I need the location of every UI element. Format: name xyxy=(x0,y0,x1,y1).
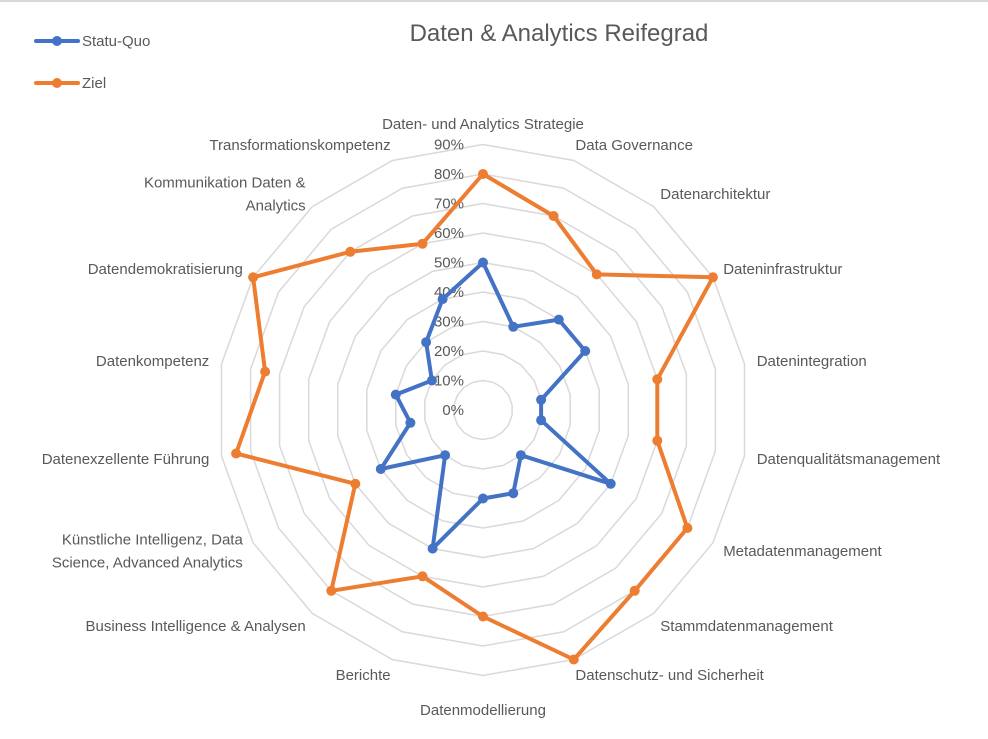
tick-label: 60% xyxy=(434,225,464,242)
category-label: Datendemokratisierung xyxy=(88,261,243,278)
data-point-marker[interactable] xyxy=(707,272,718,283)
data-point-marker[interactable] xyxy=(536,394,547,405)
radial-axis-ticks: 0%10%20%30%40%50%60%70%80%90% xyxy=(434,137,464,420)
data-point-marker[interactable] xyxy=(417,238,428,249)
data-point-marker[interactable] xyxy=(568,654,579,665)
data-point-marker[interactable] xyxy=(629,585,640,596)
category-label: Stammdatenmanagement xyxy=(660,618,833,635)
data-point-marker[interactable] xyxy=(536,415,547,426)
data-point-marker[interactable] xyxy=(478,493,488,504)
data-point-marker[interactable] xyxy=(508,321,519,332)
data-point-marker[interactable] xyxy=(437,294,448,305)
category-label: Datenschutz- und Sicherheit xyxy=(575,667,764,684)
data-point-marker[interactable] xyxy=(390,389,401,400)
data-point-marker[interactable] xyxy=(478,611,488,622)
category-label: Transformationskompetenz xyxy=(209,137,390,154)
category-label: Business Intelligence & Analysen xyxy=(86,618,306,635)
category-label: Metadatenmanagement xyxy=(723,543,882,560)
category-label: Dateninfrastruktur xyxy=(723,261,842,278)
grid-ring xyxy=(336,261,630,559)
series-statu-quo[interactable] xyxy=(375,257,616,554)
series-ziel[interactable] xyxy=(231,169,718,665)
data-point-marker[interactable] xyxy=(260,366,271,377)
data-point-marker[interactable] xyxy=(682,523,693,533)
legend-marker-icon xyxy=(34,36,80,46)
data-point-marker[interactable] xyxy=(440,450,451,461)
data-point-marker[interactable] xyxy=(375,464,386,474)
radar-grid xyxy=(220,143,746,677)
data-point-marker[interactable] xyxy=(652,374,663,385)
category-label: Data Governance xyxy=(575,137,693,154)
tick-label: 80% xyxy=(434,166,464,183)
data-point-marker[interactable] xyxy=(515,450,526,461)
category-label: Datenkompetenz xyxy=(96,353,209,370)
data-point-marker[interactable] xyxy=(478,257,488,268)
data-point-marker[interactable] xyxy=(326,585,337,596)
chart-title: Daten & Analytics Reifegrad xyxy=(409,20,709,47)
category-label: Datenarchitektur xyxy=(660,186,770,203)
data-point-marker[interactable] xyxy=(605,478,616,489)
legend-label: Ziel xyxy=(82,74,107,92)
data-point-marker[interactable] xyxy=(652,435,663,446)
category-label: Datenqualitätsmanagement xyxy=(757,451,941,468)
category-label: Berichte xyxy=(336,667,391,684)
category-label: Daten- und Analytics Strategie xyxy=(382,116,584,133)
data-point-marker[interactable] xyxy=(553,314,564,325)
category-label: Datenexzellente Führung xyxy=(42,451,210,468)
grid-ring xyxy=(220,143,746,677)
data-point-marker[interactable] xyxy=(580,346,591,356)
data-point-marker[interactable] xyxy=(345,246,356,257)
tick-label: 10% xyxy=(434,373,464,390)
data-point-marker[interactable] xyxy=(350,478,361,489)
legend-item-statu-quo[interactable]: Statu-Quo xyxy=(34,28,150,54)
legend-label: Statu-Quo xyxy=(82,32,151,50)
series-line xyxy=(234,172,715,662)
grid-ring xyxy=(395,320,571,500)
grid-ring xyxy=(307,232,659,588)
data-point-marker[interactable] xyxy=(591,269,602,280)
legend-marker-icon xyxy=(34,78,80,88)
data-point-marker[interactable] xyxy=(508,488,519,499)
category-label: Datenmodellierung xyxy=(420,702,546,719)
category-labels: Daten- und Analytics Strategie Data Gover… xyxy=(42,116,941,719)
tick-label: 70% xyxy=(434,196,464,213)
data-point-marker[interactable] xyxy=(248,272,259,283)
tick-label: 20% xyxy=(434,343,464,360)
data-point-marker[interactable] xyxy=(427,543,438,554)
data-point-marker[interactable] xyxy=(421,337,432,348)
tick-label: 50% xyxy=(434,255,464,272)
legend-item-ziel[interactable]: Ziel xyxy=(34,70,150,96)
data-point-marker[interactable] xyxy=(478,169,488,179)
tick-label: 30% xyxy=(434,314,464,331)
category-label: Künstliche Intelligenz, Data Science, Adv… xyxy=(52,532,244,572)
grid-ring xyxy=(453,379,513,441)
category-label: Datenintegration xyxy=(757,353,867,370)
grid-ring xyxy=(249,173,717,647)
data-point-marker[interactable] xyxy=(231,448,242,459)
top-border xyxy=(0,0,988,2)
data-point-marker[interactable] xyxy=(405,417,416,428)
data-point-marker[interactable] xyxy=(426,375,437,386)
data-point-marker[interactable] xyxy=(417,571,428,582)
tick-label: 0% xyxy=(442,402,464,419)
tick-label: 90% xyxy=(434,137,464,154)
data-series xyxy=(231,169,718,665)
data-point-marker[interactable] xyxy=(548,211,559,221)
legend: Statu-Quo Ziel xyxy=(34,28,150,112)
category-label: Kommunikation Daten & Analytics xyxy=(144,175,306,215)
